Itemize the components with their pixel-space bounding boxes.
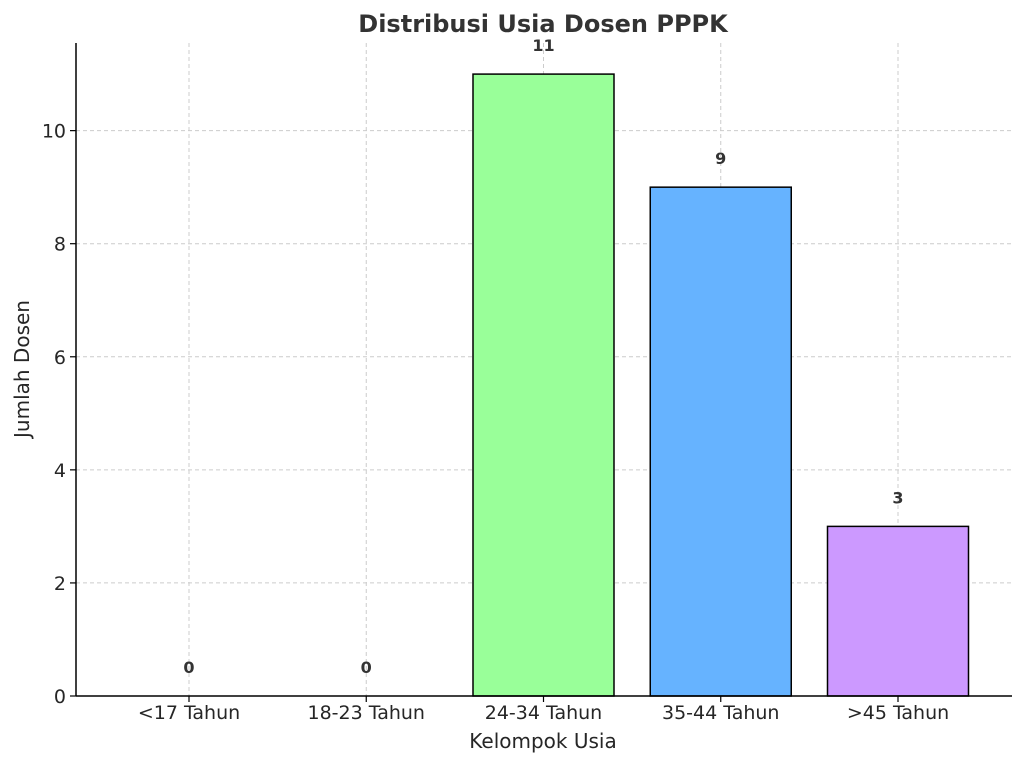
y-tick-label: 2 [54,573,66,595]
x-axis-label: Kelompok Usia [469,729,616,753]
y-tick-label: 10 [42,121,66,143]
bar [826,525,970,697]
x-tick-label: <17 Tahun [138,702,240,724]
x-tick-label: 18-23 Tahun [308,702,425,724]
bar [649,186,792,697]
y-tick-label: 4 [54,460,66,482]
data-labels: 0 0 11 9 3 [183,36,903,677]
y-tick-label: 8 [54,234,66,256]
x-tick-label: >45 Tahun [847,702,949,724]
data-label: 9 [715,149,726,168]
y-tick-labels: 0 2 4 6 8 10 [42,121,76,708]
data-label: 11 [532,36,554,55]
data-label: 0 [183,658,194,677]
bar [472,73,615,697]
data-label: 3 [892,488,903,507]
x-tick-label: 24-34 Tahun [485,702,602,724]
y-axis-label: Jumlah Dosen [10,300,34,440]
x-tick-labels: <17 Tahun 18-23 Tahun 24-34 Tahun 35-44 Tah… [138,696,949,724]
bars [472,73,970,697]
chart-title: Distribusi Usia Dosen PPPK [358,10,729,38]
x-tick-label: 35-44 Tahun [662,702,779,724]
data-label: 0 [361,658,372,677]
y-tick-label: 0 [54,686,66,708]
y-tick-label: 6 [54,347,66,369]
